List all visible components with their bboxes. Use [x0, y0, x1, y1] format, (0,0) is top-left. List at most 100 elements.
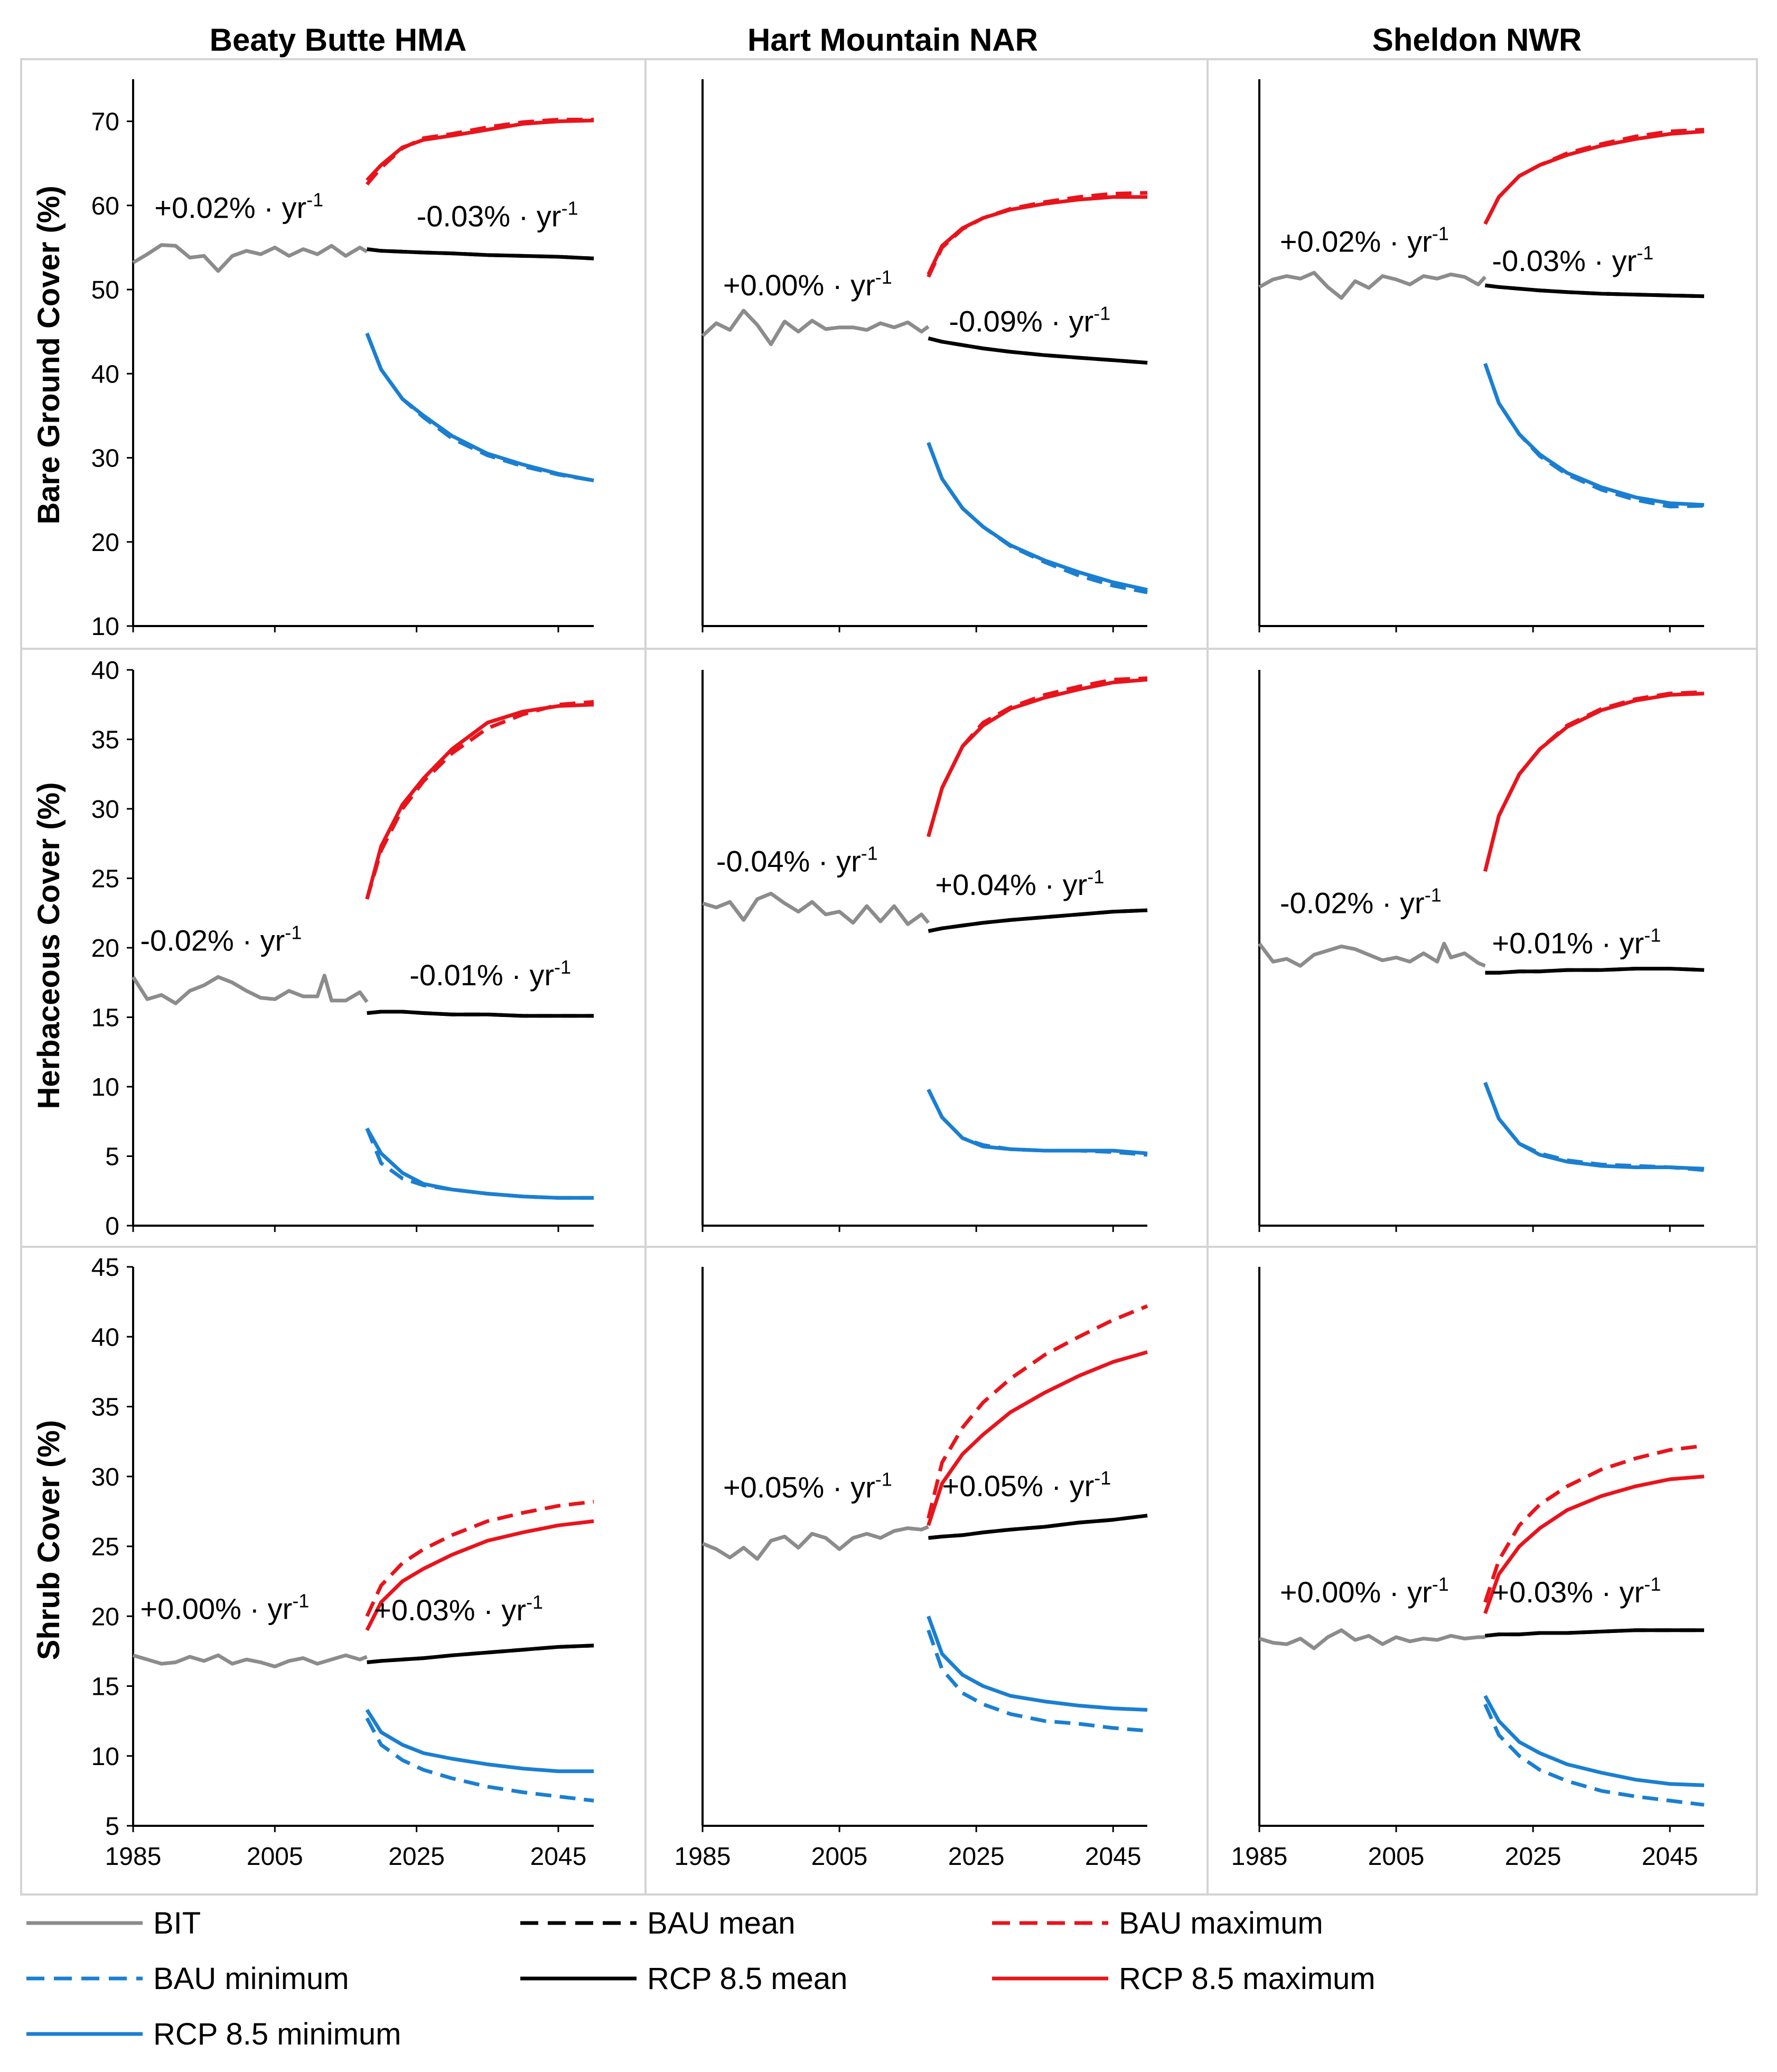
trend-annotation: +0.02% · yr-1 [1280, 222, 1449, 258]
x-tick-label: 2045 [1642, 1843, 1698, 1871]
series-line-rcp-8-5-maximum [365, 703, 594, 900]
series-line-bau-maximum [365, 1499, 594, 1617]
series-line-rcp-8-5-mean [1485, 1628, 1704, 1638]
x-tick-label: 2045 [1085, 1843, 1142, 1871]
y-tick-label: 10 [91, 613, 119, 641]
series-line-rcp-8-5-mean [367, 247, 594, 260]
y-tick-label: 35 [91, 1394, 119, 1422]
panel-sheldon-nwr-bare-ground-cover: +0.02% · yr-1 -0.03% · yr-1 [1258, 79, 1705, 632]
trend-annotation: +0.00% · yr-1 [1280, 1573, 1449, 1609]
y-tick-label: 10 [91, 1074, 119, 1102]
y-tick-label: 0 [105, 1212, 119, 1240]
series-line-bau-maximum [1483, 1444, 1705, 1603]
y-tick-label: 50 [91, 276, 119, 304]
series-line-rcp-8-5-mean [928, 1514, 1148, 1540]
series-line-bit [702, 1525, 929, 1561]
legend: BIT BAU mean BAU maximum BAU minimum RCP 8.5… [26, 1906, 1376, 2051]
trend-annotation: +0.05% · yr-1 [942, 1467, 1111, 1502]
y-axis-label-bare-ground: Bare Ground Cover (%) [32, 185, 66, 524]
y-tick-label: 25 [91, 865, 119, 893]
trend-annotation: -0.09% · yr-1 [949, 303, 1110, 338]
series-line-rcp-8-5-mean [928, 337, 1148, 365]
series-line-bit [132, 243, 368, 273]
series-line-bit [1258, 270, 1487, 300]
trend-annotation: +0.05% · yr-1 [723, 1468, 892, 1504]
series-line-rcp-8-5-mean [367, 1010, 594, 1018]
panel-beaty-butte-hma-herbaceous-cover: 0 5 10 15 20 25 30 35 40 -0.02% · yr-1 -0.01% · yr… [91, 657, 594, 1240]
series-line-rcp-8-5-minimum [1483, 363, 1705, 507]
legend-label: BAU minimum [153, 1962, 349, 1996]
y-tick-label: 40 [91, 1323, 119, 1351]
series-line-rcp-8-5-minimum [1483, 1695, 1705, 1787]
series-line-rcp-8-5-maximum [927, 195, 1147, 275]
trend-annotation: -0.01% · yr-1 [409, 956, 571, 992]
legend-item-rcp-8-5-minimum: RCP 8.5 minimum [26, 2017, 401, 2051]
panel-hart-mountain-nar-shrub-cover: 1985 2005 2025 2045 +0.05% · yr-1 +0.05% · yr… [675, 1267, 1148, 1871]
y-tick-label: 15 [91, 1673, 119, 1701]
trend-annotation: -0.04% · yr-1 [716, 842, 878, 878]
y-tick-label: 40 [91, 657, 119, 685]
y-tick-label: 35 [91, 726, 119, 754]
trend-annotation: +0.03% · yr-1 [374, 1591, 543, 1627]
trend-annotation: +0.03% · yr-1 [1492, 1573, 1661, 1609]
legend-label: BAU mean [647, 1906, 795, 1940]
legend-label: RCP 8.5 mean [647, 1962, 847, 1996]
trend-annotation: +0.01% · yr-1 [1492, 925, 1661, 960]
series-line-bau-minimum [927, 1629, 1148, 1733]
panel-sheldon-nwr-shrub-cover: 1985 2005 2025 2045 +0.00% · yr-1 +0.03% · yr… [1231, 1267, 1705, 1871]
y-tick-label: 10 [91, 1743, 119, 1771]
panel-sheldon-nwr-herbaceous-cover: -0.02% · yr-1 +0.01% · yr-1 [1258, 670, 1705, 1232]
series-line-rcp-8-5-mean [1485, 967, 1705, 975]
legend-item-bit: BIT [26, 1906, 201, 1940]
column-title-beaty-butte: Beaty Butte HMA [210, 22, 467, 58]
legend-label: RCP 8.5 maximum [1119, 1962, 1376, 1996]
panel-grid-frame [20, 58, 1758, 1896]
y-tick-label: 70 [91, 108, 119, 136]
y-axis-label-shrub: Shrub Cover (%) [32, 1420, 66, 1660]
trend-annotation: +0.04% · yr-1 [935, 866, 1104, 901]
legend-item-rcp-8-5-maximum: RCP 8.5 maximum [992, 1962, 1376, 1996]
legend-label: RCP 8.5 minimum [153, 2017, 401, 2051]
series-line-bau-maximum [927, 1304, 1148, 1519]
series-line-rcp-8-5-mean [367, 1644, 594, 1664]
x-tick-label: 1985 [675, 1843, 731, 1871]
trend-annotation: +0.02% · yr-1 [154, 189, 323, 225]
y-tick-label: 60 [91, 192, 119, 220]
series-line-rcp-8-5-maximum [927, 677, 1148, 837]
panel-hart-mountain-nar-bare-ground-cover: +0.00% · yr-1 -0.09% · yr-1 [701, 79, 1148, 632]
y-tick-label: 45 [91, 1254, 119, 1282]
series-line-bit [1258, 941, 1486, 968]
column-title-hart-mountain: Hart Mountain NAR [747, 22, 1038, 58]
x-tick-label: 2045 [530, 1843, 587, 1871]
series-line-bit [132, 974, 369, 1005]
panels: 10 20 30 40 50 60 70 +0.02% · yr-1 -0.03% · yr-1… [20, 58, 1758, 1896]
trend-annotation: -0.03% · yr-1 [1492, 242, 1653, 277]
series-line-rcp-8-5-minimum [927, 442, 1148, 592]
series-line-rcp-8-5-minimum [365, 1709, 594, 1774]
series-line-bit [701, 309, 930, 347]
column-title-sheldon: Sheldon NWR [1372, 22, 1582, 58]
y-tick-label: 30 [91, 796, 119, 824]
trend-annotation: +0.00% · yr-1 [723, 266, 892, 302]
legend-label: BIT [153, 1906, 201, 1940]
legend-item-rcp-8-5-mean: RCP 8.5 mean [520, 1962, 847, 1996]
x-tick-label: 1985 [1231, 1843, 1288, 1871]
series-line-rcp-8-5-minimum [927, 1616, 1148, 1712]
series-line-bit [702, 891, 930, 926]
y-axis-label-herbaceous: Herbaceous Cover (%) [32, 782, 66, 1109]
series-line-rcp-8-5-mean [928, 908, 1148, 933]
series-line-rcp-8-5-mean [1485, 283, 1705, 298]
series-line-rcp-8-5-maximum [365, 1519, 594, 1631]
y-tick-label: 30 [91, 1463, 119, 1491]
series-line-rcp-8-5-maximum [927, 1350, 1148, 1526]
x-tick-label: 1985 [105, 1843, 162, 1871]
y-tick-label: 30 [91, 445, 119, 473]
x-tick-label: 2005 [1368, 1843, 1425, 1871]
panel-beaty-butte-hma-bare-ground-cover: 10 20 30 40 50 60 70 +0.02% · yr-1 -0.03% · yr-1 [91, 79, 594, 641]
y-tick-label: 20 [91, 529, 119, 557]
trend-annotation: +0.00% · yr-1 [140, 1590, 309, 1626]
y-tick-label: 20 [91, 1603, 119, 1631]
y-tick-label: 20 [91, 935, 119, 963]
